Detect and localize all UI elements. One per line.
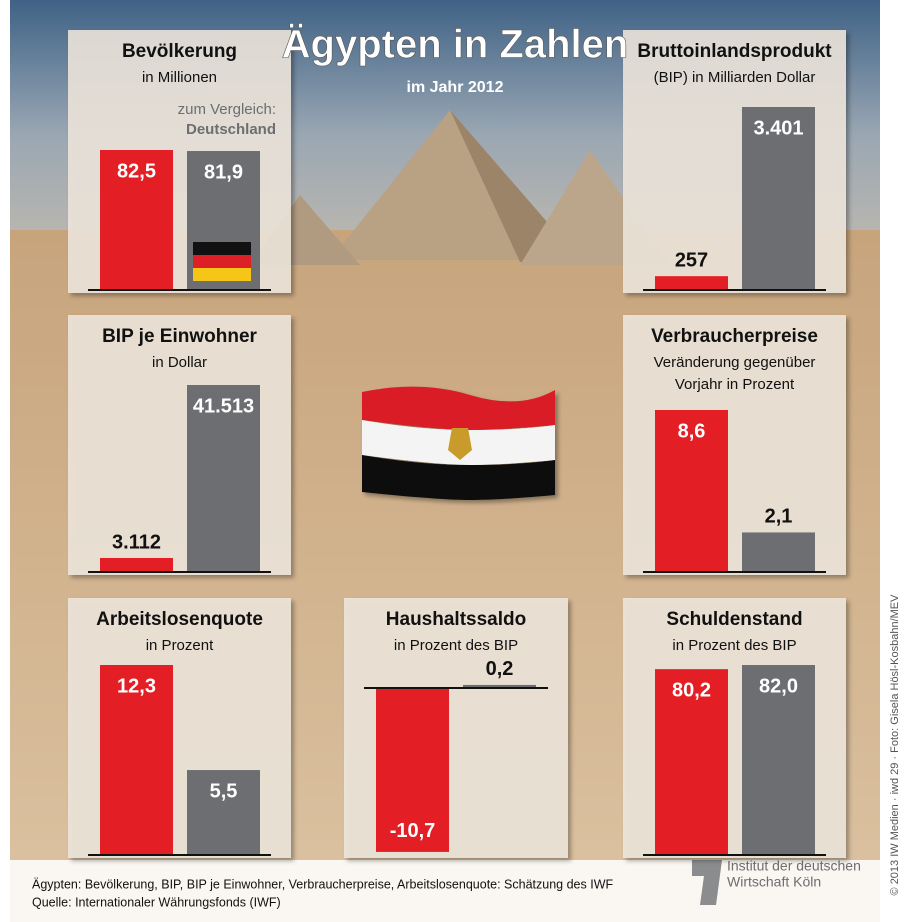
chart-subtitle: in Millionen <box>142 69 217 86</box>
chart-subtitle: in Prozent des BIP <box>394 637 518 654</box>
credit: © 2013 IW Medien · iwd 29 · Foto: Gisela… <box>889 594 901 896</box>
value-label: 80,2 <box>672 679 711 701</box>
chart-title: Haushaltssaldo <box>386 609 526 630</box>
value-label: 5,5 <box>210 780 238 802</box>
chart-title: Schuldenstand <box>666 609 802 630</box>
chart-title: Arbeitslosenquote <box>96 609 263 630</box>
value-label: 82,0 <box>759 675 798 697</box>
chart-subtitle: in Prozent <box>146 637 214 654</box>
subtitle: im Jahr 2012 <box>407 79 504 96</box>
germany-flag <box>193 242 251 255</box>
chart-title: BIP je Einwohner <box>102 326 257 347</box>
chart-panel: Schuldenstand in Prozent des BIP 80,2 82,0 <box>623 598 846 858</box>
chart-panel: Haushaltssaldo in Prozent des BIP -10,7 0,2 <box>344 598 568 858</box>
value-label: 3.401 <box>753 117 803 139</box>
title: Ägypten in Zahlen <box>282 23 629 67</box>
chart-subtitle: in Dollar <box>152 354 207 371</box>
value-label: 8,6 <box>678 420 706 442</box>
chart-panel: BIP je Einwohner in Dollar 3.112 41.513 <box>68 315 291 575</box>
footnote: Quelle: Internationaler Währungsfonds (I… <box>32 895 281 909</box>
value-label: -10,7 <box>390 820 436 842</box>
germany-flag <box>193 268 251 281</box>
value-label: 81,9 <box>204 161 243 183</box>
value-label: 3.112 <box>112 531 161 553</box>
bar <box>655 276 728 290</box>
bar <box>742 532 815 572</box>
chart-panel: Arbeitslosenquote in Prozent 12,3 5,5 <box>68 598 291 858</box>
chart-subtitle: Veränderung gegenüber <box>654 354 816 371</box>
chart-subtitle: Vorjahr in Prozent <box>675 376 795 393</box>
chart-panel: Verbraucherpreise Veränderung gegenüber Vo… <box>623 315 846 575</box>
value-label: 82,5 <box>117 160 156 182</box>
chart-title: Bruttoinlandsprodukt <box>637 41 832 62</box>
value-label: 257 <box>675 249 708 271</box>
bar <box>100 558 173 572</box>
chart-subtitle: in Prozent des BIP <box>672 637 796 654</box>
chart-note: Deutschland <box>186 121 276 138</box>
value-label: 41.513 <box>193 395 254 417</box>
chart-subtitle: (BIP) in Milliarden Dollar <box>654 69 816 86</box>
chart-title: Bevölkerung <box>122 41 237 62</box>
chart-panel: Bruttoinlandsprodukt (BIP) in Milliarden … <box>623 30 846 293</box>
germany-flag <box>193 255 251 268</box>
value-label: 2,1 <box>765 506 793 528</box>
value-label: 0,2 <box>486 658 514 680</box>
chart-panel: Bevölkerung in Millionen zum Vergleich: Deu… <box>68 30 291 293</box>
chart-note: zum Vergleich: <box>178 101 276 118</box>
chart-title: Verbraucherpreise <box>651 326 818 347</box>
logo-text: Wirtschaft Köln <box>727 874 821 890</box>
infographic: Ägypten: Bevölkerung, BIP, BIP je Einwoh… <box>0 0 907 922</box>
egypt-flag <box>362 387 555 500</box>
logo-text: Institut der deutschen <box>727 858 861 874</box>
value-label: 12,3 <box>117 675 156 697</box>
footnote: Ägypten: Bevölkerung, BIP, BIP je Einwoh… <box>32 877 613 891</box>
